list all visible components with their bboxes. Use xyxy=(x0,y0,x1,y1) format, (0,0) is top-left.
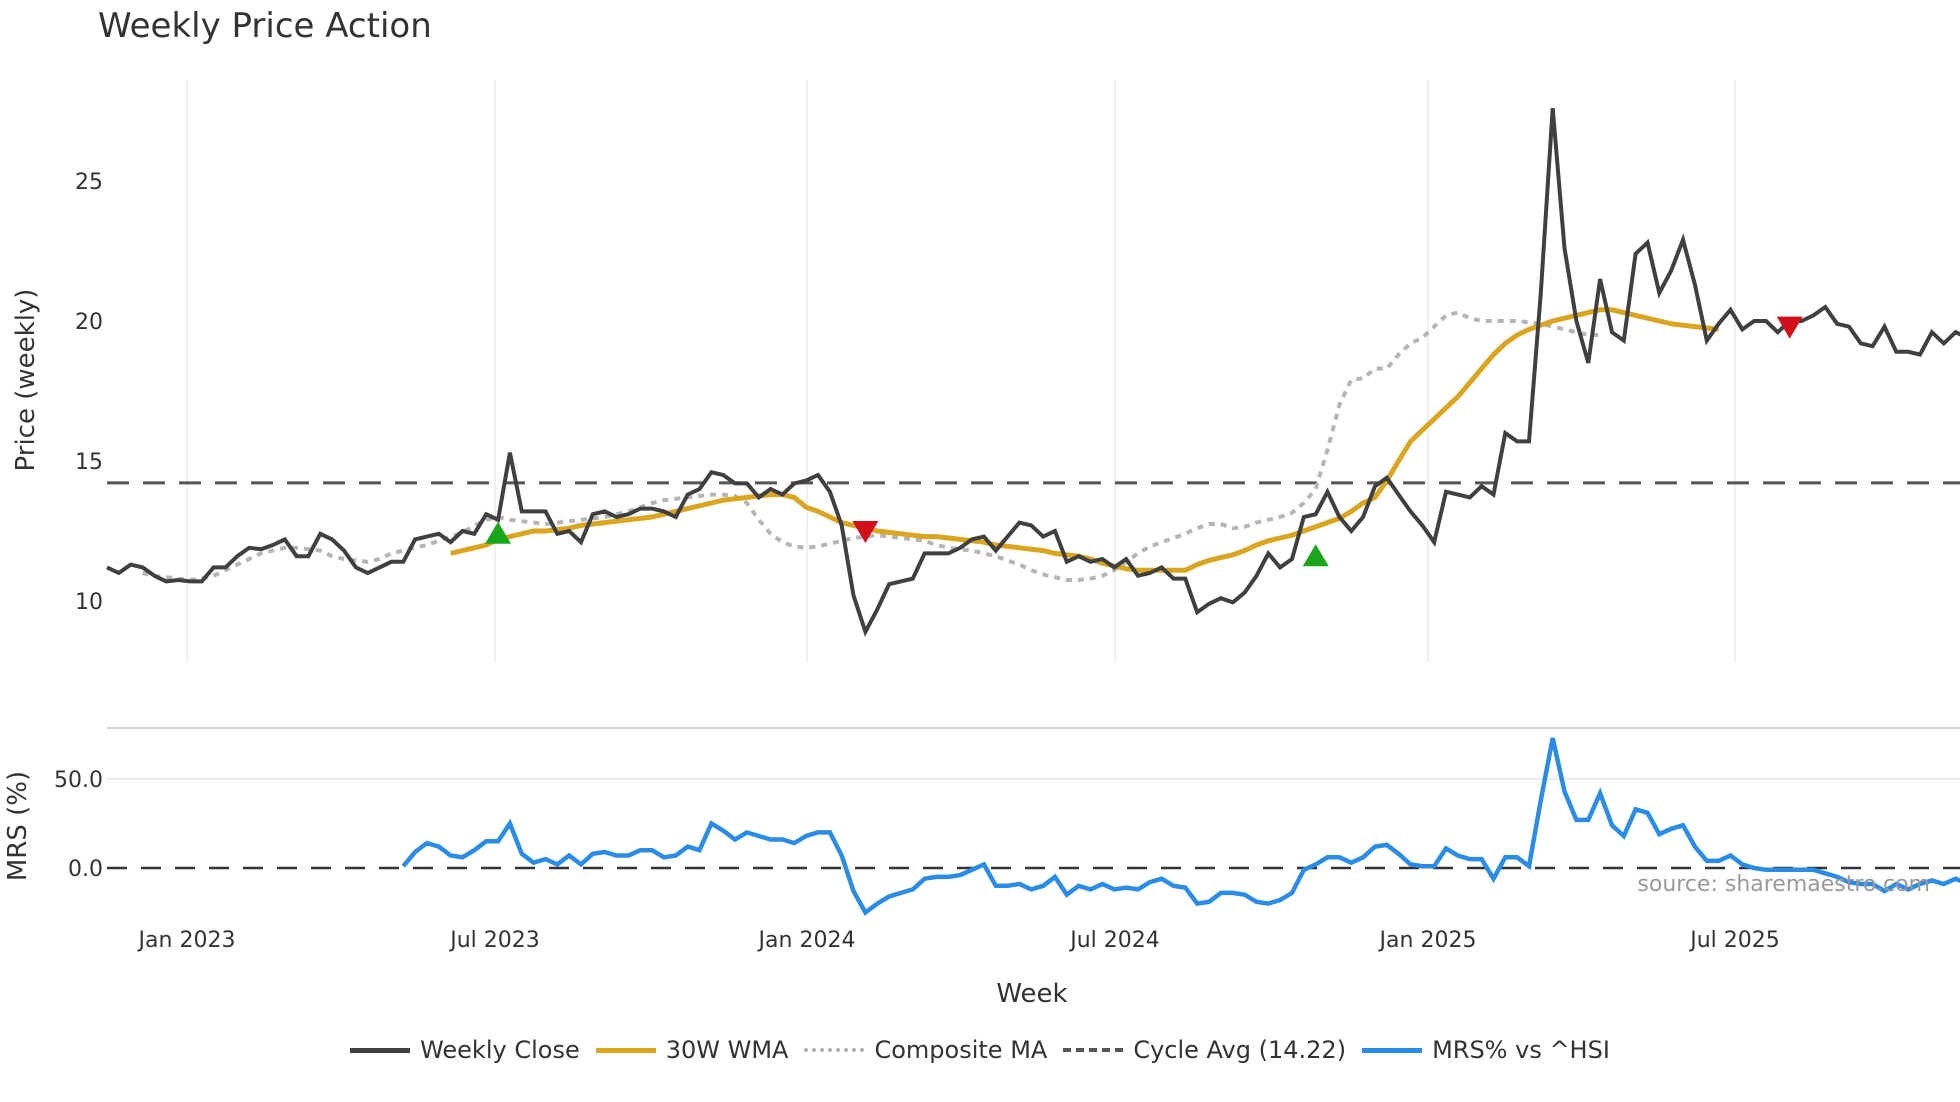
source-credit: source: sharemaestro.com xyxy=(1637,872,1930,897)
price-y-axis: 10 15 20 25 xyxy=(75,170,103,615)
gridlines xyxy=(107,80,1960,780)
y-tick-label: 20 xyxy=(75,310,103,335)
x-axis: Jan 2023 Jul 2023 Jan 2024 Jul 2024 Jan 2025… xyxy=(137,928,1780,953)
y-tick-label: 50.0 xyxy=(54,768,103,793)
mrs-y-axis-title: MRS (%) xyxy=(3,771,33,881)
weekly-close-line xyxy=(106,108,1960,637)
x-tick-label: Jul 2025 xyxy=(1688,928,1780,953)
legend-item[interactable]: Weekly Close xyxy=(350,1036,580,1064)
legend-label: Weekly Close xyxy=(420,1036,580,1064)
mrs-y-axis: 0.0 50.0 xyxy=(54,768,103,882)
legend-swatch-icon xyxy=(1362,1047,1423,1053)
buy-signal-icon xyxy=(1302,544,1329,567)
legend-swatch-icon xyxy=(804,1048,865,1052)
mrs-line xyxy=(401,737,1960,916)
y-tick-label: 0.0 xyxy=(68,857,103,882)
legend: Weekly Close 30W WMA Composite MA Cycle Avg… xyxy=(0,1036,1960,1064)
legend-item[interactable]: Cycle Avg (14.22) xyxy=(1063,1036,1346,1064)
x-tick-label: Jul 2024 xyxy=(1068,928,1160,953)
legend-swatch-icon xyxy=(350,1047,411,1053)
legend-label: Composite MA xyxy=(874,1036,1048,1064)
price-y-axis-title: Price (weekly) xyxy=(11,289,41,472)
legend-label: MRS% vs ^HSI xyxy=(1432,1036,1610,1064)
legend-item[interactable]: MRS% vs ^HSI xyxy=(1362,1036,1610,1064)
x-axis-title: Week xyxy=(996,979,1067,1009)
legend-label: Cycle Avg (14.22) xyxy=(1133,1036,1347,1064)
legend-label: 30W WMA xyxy=(665,1036,789,1064)
legend-item[interactable]: 30W WMA xyxy=(595,1036,789,1064)
legend-swatch-icon xyxy=(1063,1048,1124,1052)
sell-signal-icon xyxy=(852,521,879,543)
buy-signal-icon xyxy=(485,521,512,544)
legend-item[interactable]: Composite MA xyxy=(804,1036,1047,1064)
x-tick-label: Jan 2024 xyxy=(757,928,856,953)
x-tick-label: Jan 2023 xyxy=(137,928,236,953)
chart-title: Weekly Price Action xyxy=(98,6,432,46)
legend-swatch-icon xyxy=(595,1047,656,1053)
signal-markers xyxy=(485,316,1803,567)
x-tick-label: Jul 2023 xyxy=(448,928,540,953)
composite-ma-line xyxy=(142,310,1601,583)
y-tick-label: 15 xyxy=(75,450,103,475)
x-tick-label: Jan 2025 xyxy=(1378,928,1477,953)
y-tick-label: 10 xyxy=(75,590,103,615)
sell-signal-icon xyxy=(1776,316,1803,339)
y-tick-label: 25 xyxy=(75,170,103,195)
